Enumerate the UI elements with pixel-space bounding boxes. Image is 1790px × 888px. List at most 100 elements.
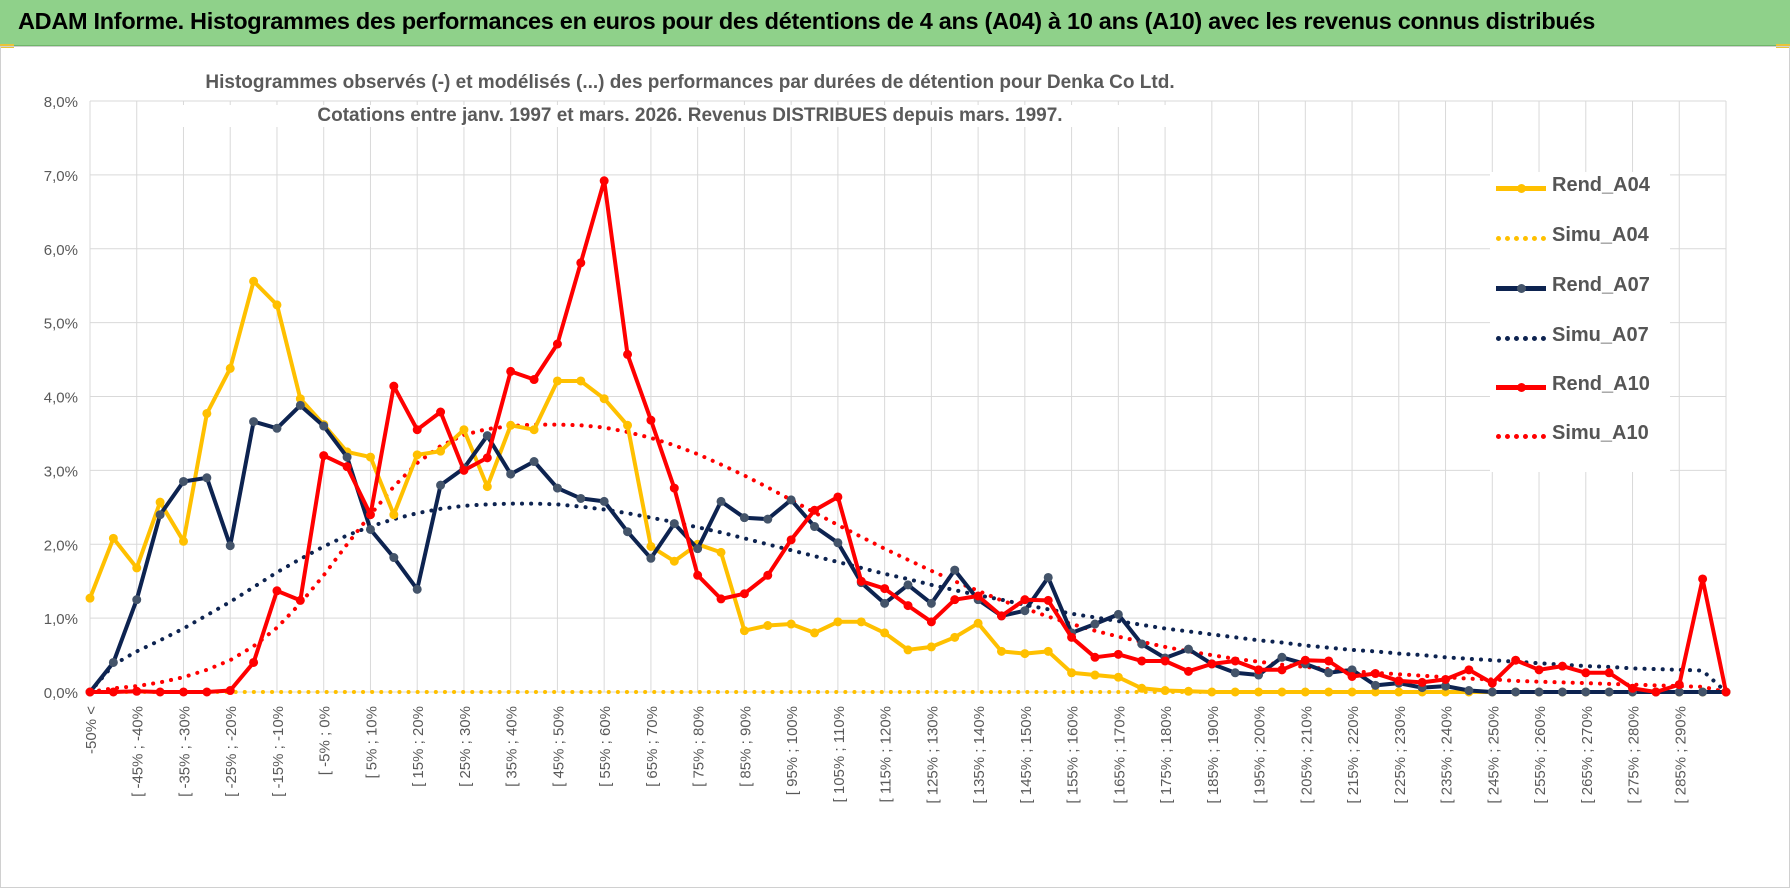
data-point-Rend_A04 — [669, 556, 679, 566]
y-tick-label: 8,0% — [44, 94, 78, 111]
data-point-Rend_A07 — [389, 553, 399, 563]
data-point-Rend_A10 — [693, 570, 703, 580]
data-point-Rend_A10 — [436, 407, 446, 417]
legend-label: Rend_A10 — [1552, 373, 1650, 395]
data-point-Rend_A10 — [646, 415, 656, 425]
data-point-Rend_A10 — [202, 687, 212, 697]
chart-subtitle: Cotations entre janv. 1997 et mars. 2026… — [170, 105, 1210, 127]
data-point-Rend_A04 — [85, 593, 95, 603]
data-point-Rend_A04 — [926, 642, 936, 652]
data-point-Rend_A10 — [155, 687, 165, 697]
data-point-Rend_A04 — [1300, 687, 1310, 697]
data-point-Rend_A04 — [225, 363, 235, 373]
x-tick-label: [ 165% ; 170% — [1111, 706, 1128, 804]
x-tick-label: [ 35% ; 40% — [504, 706, 521, 787]
x-tick-label: [ 175% ; 180% — [1158, 706, 1175, 804]
data-point-Rend_A04 — [1394, 687, 1404, 697]
data-point-Rend_A04 — [1067, 668, 1077, 678]
legend-item: Rend_A04 — [1490, 172, 1670, 202]
data-point-Rend_A07 — [155, 510, 165, 520]
data-point-Rend_A10 — [1043, 595, 1053, 605]
data-point-Rend_A07 — [1183, 644, 1193, 654]
y-tick-label: 6,0% — [44, 242, 78, 259]
data-point-Rend_A07 — [132, 595, 142, 605]
data-point-Rend_A04 — [389, 510, 399, 520]
data-point-Rend_A10 — [365, 510, 375, 520]
data-point-Rend_A04 — [459, 425, 469, 435]
data-point-Rend_A04 — [646, 541, 656, 551]
legend-item: Simu_A07 — [1490, 322, 1670, 352]
legend-marker — [1517, 383, 1526, 392]
data-point-Rend_A04 — [786, 619, 796, 629]
legend-marker — [1517, 284, 1526, 293]
data-point-Rend_A04 — [249, 276, 259, 286]
data-point-Rend_A10 — [739, 589, 749, 599]
data-point-Rend_A07 — [1370, 680, 1380, 690]
data-point-Rend_A07 — [506, 469, 516, 479]
data-point-Rend_A07 — [950, 565, 960, 575]
data-point-Rend_A07 — [436, 480, 446, 490]
data-point-Rend_A04 — [1277, 687, 1287, 697]
data-point-Rend_A04 — [155, 497, 165, 507]
data-point-Rend_A07 — [903, 580, 913, 590]
legend-label: Simu_A04 — [1552, 224, 1649, 246]
data-point-Rend_A07 — [833, 538, 843, 548]
data-point-Rend_A07 — [412, 584, 422, 594]
data-point-Rend_A04 — [1090, 670, 1100, 680]
data-point-Rend_A10 — [623, 349, 633, 359]
data-point-Rend_A10 — [295, 595, 305, 605]
x-tick-label: [ 155% ; 160% — [1065, 706, 1082, 804]
data-point-Rend_A10 — [1581, 668, 1591, 678]
data-point-Rend_A07 — [1604, 687, 1614, 697]
data-point-Rend_A10 — [1464, 665, 1474, 675]
data-point-Rend_A10 — [973, 591, 983, 601]
data-point-Rend_A10 — [108, 687, 118, 697]
data-point-Rend_A10 — [1370, 669, 1380, 679]
data-point-Rend_A10 — [1137, 656, 1147, 666]
legend-label: Rend_A07 — [1552, 274, 1650, 296]
data-point-Rend_A10 — [1511, 655, 1521, 665]
data-point-Rend_A04 — [412, 450, 422, 460]
data-point-Rend_A10 — [1067, 632, 1077, 642]
data-point-Rend_A10 — [950, 595, 960, 605]
data-point-Rend_A10 — [903, 601, 913, 611]
data-point-Rend_A04 — [833, 617, 843, 627]
banner-title: ADAM Informe. Histogrammes des performan… — [18, 8, 1595, 34]
data-point-Rend_A04 — [108, 533, 118, 543]
data-point-Rend_A10 — [856, 576, 866, 586]
series-line-Simu_A07 — [88, 501, 1728, 694]
data-point-Rend_A04 — [1160, 686, 1170, 696]
data-point-Rend_A10 — [389, 381, 399, 391]
data-point-Rend_A10 — [132, 686, 142, 696]
data-point-Rend_A10 — [1347, 671, 1357, 681]
data-point-Rend_A04 — [1137, 683, 1147, 693]
x-tick-label: [ 5% ; 10% — [363, 706, 380, 779]
data-point-Rend_A10 — [1674, 680, 1684, 690]
data-point-Rend_A04 — [365, 452, 375, 462]
data-point-Rend_A07 — [1534, 687, 1544, 697]
legend-marker — [1517, 184, 1526, 193]
data-point-Rend_A10 — [833, 492, 843, 502]
data-point-Rend_A07 — [739, 513, 749, 523]
data-point-Rend_A07 — [693, 544, 703, 554]
x-tick-label: [ 255% ; 260% — [1532, 706, 1549, 804]
data-point-Rend_A07 — [342, 452, 352, 462]
data-point-Rend_A10 — [1487, 678, 1497, 688]
data-point-Rend_A07 — [763, 514, 773, 524]
data-point-Rend_A07 — [1464, 686, 1474, 696]
data-point-Rend_A10 — [342, 462, 352, 472]
data-point-Rend_A04 — [529, 425, 539, 435]
y-tick-label: 5,0% — [44, 316, 78, 333]
data-point-Rend_A07 — [599, 496, 609, 506]
legend-item: Simu_A10 — [1490, 420, 1670, 450]
data-point-Rend_A04 — [506, 420, 516, 430]
x-tick-label: [ 195% ; 200% — [1252, 706, 1269, 804]
data-point-Rend_A04 — [1113, 672, 1123, 682]
data-point-Rend_A07 — [1557, 687, 1567, 697]
y-tick-label: 4,0% — [44, 390, 78, 407]
data-point-Rend_A10 — [1721, 687, 1731, 697]
data-point-Rend_A04 — [1183, 686, 1193, 696]
data-point-Rend_A10 — [1160, 656, 1170, 666]
x-tick-label: [ -25% ; -20% — [223, 706, 240, 797]
data-point-Rend_A04 — [272, 300, 282, 310]
